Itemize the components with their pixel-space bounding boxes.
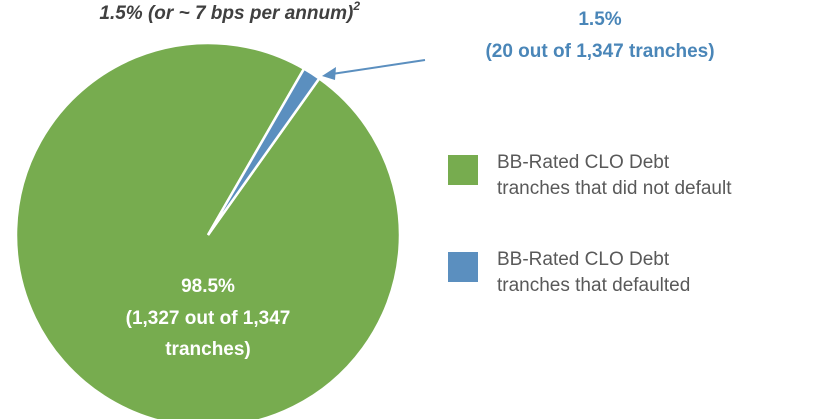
labels: 98.5% (1,327 out of 1,347 tranches) 1.5% (20… <box>126 9 715 360</box>
detail-label: (20 out of 1,347 tranches) <box>485 41 714 62</box>
callout-line <box>331 59 426 75</box>
value-label: 1.5% <box>578 9 621 30</box>
legend-label: tranches that did not default <box>497 178 732 199</box>
legend-swatch <box>448 155 478 185</box>
pie-slice <box>206 67 321 236</box>
detail-label: tranches) <box>165 339 251 360</box>
value-label: 98.5% <box>181 276 235 297</box>
chart-title: 1.5% (or ~ 7 bps per annum)2 <box>99 0 360 24</box>
title-text: 1.5% (or ~ 7 bps per annum) <box>99 3 353 24</box>
title-superscript: 2 <box>352 0 360 13</box>
legend-swatch <box>448 252 478 282</box>
legend-label: BB-Rated CLO Debt <box>497 152 670 173</box>
pie <box>14 41 402 419</box>
pie-slice <box>14 41 402 419</box>
legend-label: tranches that defaulted <box>497 275 690 296</box>
detail-label: (1,327 out of 1,347 <box>126 308 291 329</box>
legend-label: BB-Rated CLO Debt <box>497 249 670 270</box>
callout-arrow <box>322 67 336 80</box>
legend: BB-Rated CLO Debt tranches that did not d… <box>448 152 732 296</box>
